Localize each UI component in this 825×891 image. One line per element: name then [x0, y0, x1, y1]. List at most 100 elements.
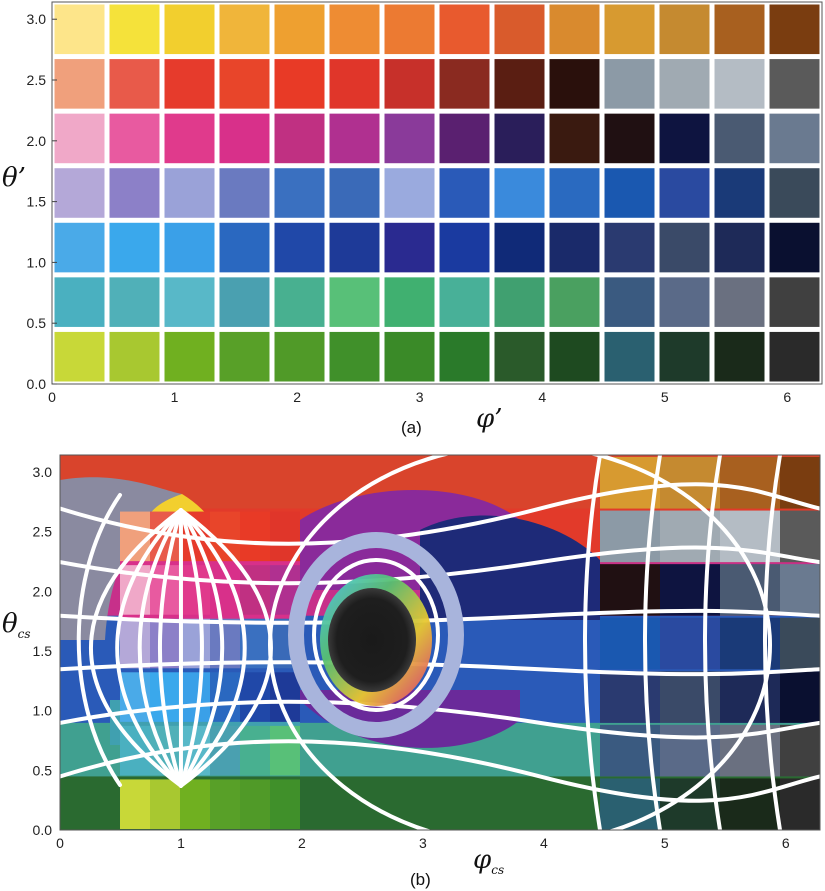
cell-a	[274, 113, 325, 164]
cell-a	[384, 277, 435, 327]
cell-a	[659, 222, 710, 273]
cell-a	[219, 222, 270, 273]
grid-meridian	[115, 508, 183, 788]
cell-a	[219, 277, 270, 327]
panel-b: 0.0 0.5 1.0 1.5 2.0 2.5 3.0 0 1 2 3 4 5 6 θcs φcs (b…	[2, 454, 821, 889]
cell-a	[714, 113, 765, 164]
cell-a	[109, 168, 160, 218]
cell-b	[780, 724, 820, 777]
x-tick-label: 5	[661, 389, 669, 405]
panel-b-x-ticks: 0 1 2 3 4 5 6	[56, 835, 790, 851]
x-tick-label: 5	[661, 835, 669, 851]
panel-a: 0.0 0.5 1.0 1.5 2.0 2.5 3.0 0 1 2 3 4 5 6 θ’ φ’ (a)	[2, 1, 823, 437]
cell-b	[270, 779, 300, 829]
y-tick-label: 2.5	[33, 524, 53, 540]
cell-b	[600, 671, 660, 723]
cell-a	[769, 59, 820, 109]
cell-a	[54, 277, 105, 327]
cell-a	[769, 222, 820, 273]
cell-a	[329, 222, 380, 273]
cell-a	[439, 331, 490, 382]
cell-a	[494, 222, 545, 273]
grid-latitude	[60, 739, 820, 803]
cell-b	[240, 511, 270, 562]
cell-a	[54, 59, 105, 109]
panel-b-plot	[60, 455, 820, 830]
cell-a	[164, 59, 215, 109]
panel-a-ylabel: θ’	[2, 163, 26, 193]
cell-a	[714, 59, 765, 109]
cell-a	[219, 168, 270, 218]
cell-b	[720, 457, 780, 509]
inner-ring	[312, 558, 440, 712]
cell-a	[384, 4, 435, 55]
grid-latitude	[60, 482, 820, 546]
x-tick-label: 0	[56, 835, 64, 851]
panel-a-y-ticks: 0.0 0.5 1.0 1.5 2.0 2.5 3.0	[27, 11, 57, 392]
cell-b	[720, 778, 780, 830]
y-tick-label: 2.5	[27, 72, 47, 88]
cell-a	[494, 331, 545, 382]
cell-b	[180, 779, 210, 829]
panel-a-cells	[54, 4, 820, 382]
cell-a	[549, 59, 600, 109]
cell-a	[219, 4, 270, 55]
panel-b-frame	[59, 454, 821, 831]
cell-a	[329, 4, 380, 55]
grid-oval	[268, 455, 772, 830]
cell-b	[780, 671, 820, 723]
cell-a	[109, 277, 160, 327]
grid-vertical	[703, 455, 722, 830]
cell-b	[780, 564, 820, 616]
cell-a	[109, 4, 160, 55]
cell-a	[329, 59, 380, 109]
cell-a	[714, 168, 765, 218]
cell-b	[150, 779, 180, 829]
cell-a	[769, 4, 820, 55]
panel-b-y-ticks: 0.0 0.5 1.0 1.5 2.0 2.5 3.0	[33, 464, 53, 838]
cell-a	[54, 168, 105, 218]
cell-a	[604, 331, 655, 382]
cell-b	[270, 511, 300, 562]
cell-a	[549, 277, 600, 327]
grid-meridian	[178, 508, 204, 788]
cell-b	[240, 779, 270, 829]
y-tick-label: 2.0	[33, 583, 53, 599]
cell-a	[604, 113, 655, 164]
panel-b-label: (b)	[410, 870, 431, 889]
cell-a	[659, 277, 710, 327]
grid-vertical	[583, 455, 602, 830]
cell-a	[549, 331, 600, 382]
cell-a	[604, 4, 655, 55]
y-tick-label: 0.5	[33, 762, 53, 778]
x-tick-label: 0	[48, 389, 56, 405]
y-tick-label: 1.5	[33, 643, 53, 659]
cell-a	[54, 113, 105, 164]
cell-a	[604, 222, 655, 273]
cell-a	[109, 59, 160, 109]
grid-latitude	[60, 660, 820, 677]
y-tick-label: 1.0	[33, 703, 53, 719]
x-tick-label: 6	[783, 389, 791, 405]
cell-a	[274, 277, 325, 327]
cell-b	[780, 617, 820, 670]
black-disk	[328, 588, 416, 692]
cell-a	[494, 59, 545, 109]
panel-a-label: (a)	[401, 418, 422, 437]
cell-a	[164, 113, 215, 164]
cell-a	[439, 168, 490, 218]
cell-a	[439, 4, 490, 55]
cell-a	[494, 277, 545, 327]
grid-latitude	[60, 608, 820, 625]
x-tick-label: 1	[177, 835, 185, 851]
y-tick-label: 0.0	[27, 376, 47, 392]
cell-b	[180, 672, 210, 722]
x-tick-label: 3	[419, 835, 427, 851]
cell-a	[494, 4, 545, 55]
cell-a	[274, 4, 325, 55]
cell-a	[274, 168, 325, 218]
cell-a	[164, 222, 215, 273]
cell-a	[54, 222, 105, 273]
cell-a	[384, 222, 435, 273]
